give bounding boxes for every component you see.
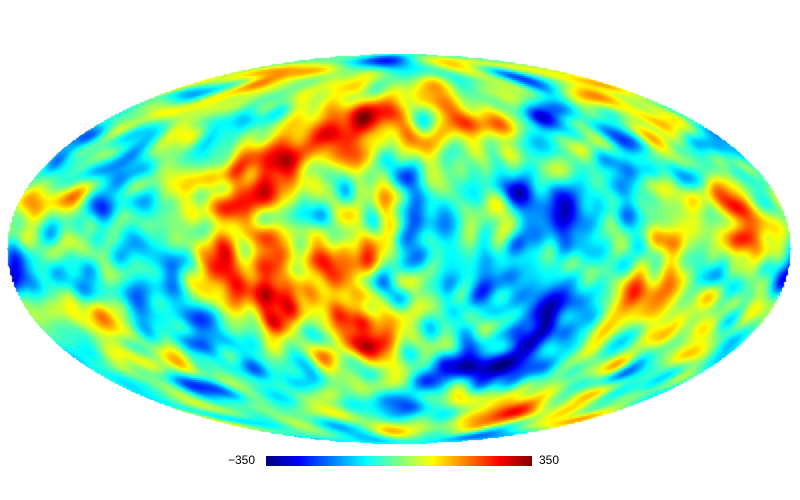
colorbar-min-label: −350 [228, 453, 256, 467]
colorbar-max-label: 350 [539, 453, 560, 467]
